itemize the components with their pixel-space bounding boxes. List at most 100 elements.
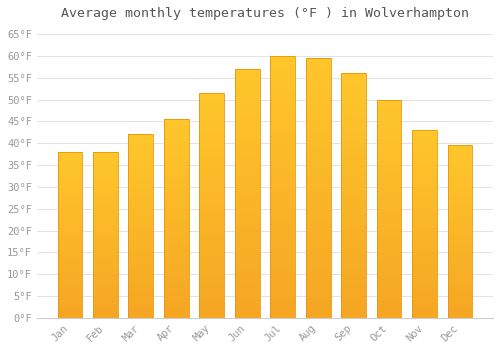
Bar bbox=[128, 270, 154, 274]
Bar bbox=[376, 113, 402, 117]
Bar bbox=[235, 223, 260, 228]
Bar bbox=[235, 94, 260, 99]
Bar bbox=[164, 179, 188, 183]
Bar bbox=[200, 129, 224, 133]
Bar bbox=[128, 248, 154, 252]
Bar bbox=[306, 63, 330, 68]
Bar bbox=[128, 164, 154, 167]
Bar bbox=[270, 129, 295, 134]
Bar bbox=[341, 220, 366, 225]
Bar bbox=[306, 89, 330, 94]
Bar bbox=[306, 162, 330, 167]
Bar bbox=[93, 152, 118, 318]
Bar bbox=[341, 107, 366, 112]
Bar bbox=[128, 237, 154, 241]
Bar bbox=[58, 261, 82, 265]
Bar bbox=[306, 297, 330, 302]
Bar bbox=[412, 269, 437, 273]
Bar bbox=[376, 178, 402, 182]
Bar bbox=[235, 139, 260, 143]
Bar bbox=[58, 232, 82, 235]
Bar bbox=[448, 262, 472, 266]
Bar bbox=[235, 213, 260, 218]
Bar bbox=[93, 311, 118, 315]
Bar bbox=[128, 146, 154, 149]
Bar bbox=[306, 240, 330, 245]
Bar bbox=[412, 179, 437, 183]
Bar bbox=[270, 71, 295, 77]
Bar bbox=[93, 301, 118, 304]
Bar bbox=[58, 212, 82, 215]
Bar bbox=[376, 213, 402, 217]
Bar bbox=[448, 270, 472, 273]
Bar bbox=[341, 147, 366, 152]
Bar bbox=[164, 195, 188, 199]
Bar bbox=[412, 299, 437, 303]
Bar bbox=[270, 119, 295, 124]
Bar bbox=[200, 273, 224, 278]
Bar bbox=[235, 183, 260, 188]
Bar bbox=[376, 244, 402, 248]
Bar bbox=[200, 291, 224, 295]
Bar bbox=[448, 166, 472, 169]
Bar bbox=[341, 161, 366, 166]
Bar bbox=[164, 230, 188, 235]
Bar bbox=[58, 168, 82, 172]
Bar bbox=[58, 192, 82, 195]
Bar bbox=[270, 276, 295, 281]
Bar bbox=[341, 308, 366, 313]
Bar bbox=[270, 286, 295, 292]
Bar bbox=[376, 252, 402, 257]
Bar bbox=[200, 228, 224, 232]
Bar bbox=[376, 300, 402, 305]
Bar bbox=[128, 233, 154, 237]
Bar bbox=[412, 190, 437, 194]
Bar bbox=[306, 84, 330, 89]
Bar bbox=[306, 198, 330, 204]
Bar bbox=[128, 219, 154, 223]
Bar bbox=[412, 246, 437, 250]
Bar bbox=[93, 285, 118, 288]
Bar bbox=[164, 250, 188, 254]
Bar bbox=[412, 141, 437, 145]
Bar bbox=[412, 314, 437, 318]
Bar bbox=[412, 295, 437, 299]
Bar bbox=[200, 241, 224, 246]
Bar bbox=[235, 99, 260, 104]
Bar bbox=[235, 248, 260, 253]
Bar bbox=[128, 241, 154, 245]
Bar bbox=[164, 127, 188, 131]
Bar bbox=[93, 308, 118, 311]
Bar bbox=[58, 222, 82, 225]
Bar bbox=[412, 209, 437, 213]
Bar bbox=[341, 225, 366, 230]
Bar bbox=[376, 239, 402, 244]
Bar bbox=[341, 279, 366, 284]
Bar bbox=[412, 292, 437, 295]
Bar bbox=[128, 303, 154, 307]
Bar bbox=[200, 250, 224, 255]
Bar bbox=[270, 224, 295, 229]
Bar bbox=[200, 142, 224, 147]
Bar bbox=[412, 231, 437, 235]
Bar bbox=[58, 265, 82, 268]
Bar bbox=[412, 224, 437, 228]
Bar bbox=[58, 271, 82, 275]
Bar bbox=[93, 182, 118, 185]
Bar bbox=[128, 149, 154, 153]
Bar bbox=[448, 173, 472, 176]
Bar bbox=[93, 159, 118, 162]
Bar bbox=[164, 314, 188, 318]
Bar bbox=[58, 175, 82, 178]
Bar bbox=[270, 229, 295, 234]
Bar bbox=[58, 255, 82, 258]
Bar bbox=[341, 103, 366, 107]
Bar bbox=[412, 280, 437, 284]
Bar bbox=[448, 284, 472, 287]
Bar bbox=[306, 152, 330, 157]
Bar bbox=[164, 203, 188, 206]
Bar bbox=[235, 119, 260, 124]
Bar bbox=[200, 246, 224, 250]
Bar bbox=[128, 153, 154, 156]
Bar bbox=[128, 256, 154, 259]
